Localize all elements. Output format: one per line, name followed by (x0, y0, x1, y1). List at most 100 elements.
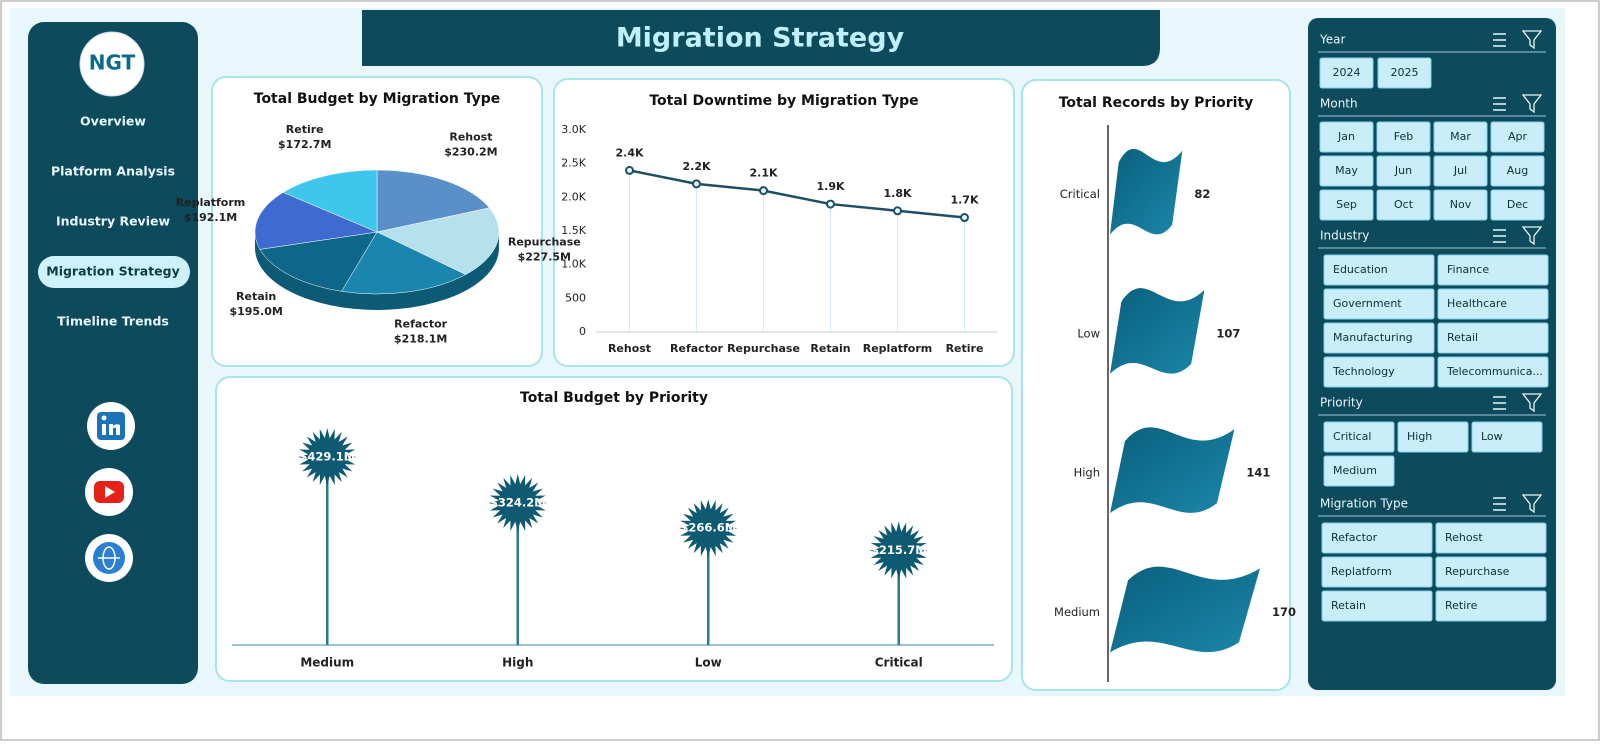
slicer-button[interactable] (1433, 121, 1488, 153)
clear-filter-icon[interactable] (1521, 494, 1543, 514)
slicer-button[interactable] (1319, 121, 1374, 153)
line-marker (759, 186, 768, 196)
slicer-button[interactable] (1323, 455, 1395, 487)
slicer-button[interactable] (1435, 522, 1547, 554)
slicer-button[interactable] (1437, 356, 1549, 388)
icon-part (102, 424, 106, 435)
lollipop-head (298, 428, 357, 486)
slicer-button[interactable] (1323, 356, 1435, 388)
icon-part (101, 415, 107, 421)
clear-filter-icon[interactable] (1521, 94, 1543, 114)
slicer-item[interactable]: Retain (1331, 599, 1366, 612)
pie-label-category: Replatform (176, 196, 246, 209)
data-label: $429.1M (299, 450, 355, 464)
y-tick-label: Critical (1060, 187, 1100, 201)
pie-label-value: $230.2M (444, 145, 497, 158)
clear-filter-icon[interactable] (1521, 30, 1543, 50)
nav-item[interactable]: Timeline Trends (57, 314, 169, 329)
slicer-item[interactable]: Refactor (1331, 531, 1378, 544)
line-marker (893, 206, 902, 216)
pie-label-category: Refactor (394, 318, 447, 331)
slicer-item[interactable]: Rehost (1445, 531, 1483, 544)
nav-item[interactable]: Industry Review (56, 214, 170, 229)
slicer-item[interactable]: Finance (1447, 263, 1489, 276)
slicer-item[interactable]: Critical (1333, 430, 1371, 443)
slicer-item[interactable]: Education (1333, 263, 1388, 276)
slicer-item[interactable]: Retire (1445, 599, 1478, 612)
slicer-button[interactable] (1490, 121, 1545, 153)
slicer-item[interactable]: Jun (1394, 164, 1412, 177)
slicer-item[interactable]: Retail (1447, 331, 1478, 344)
data-label: 1.9K (816, 180, 844, 193)
slicer-item[interactable]: Low (1481, 430, 1503, 443)
slicer-button[interactable] (1377, 57, 1432, 89)
clear-filter-icon[interactable] (1521, 393, 1543, 413)
slicer-item[interactable]: Replatform (1331, 565, 1392, 578)
slicer-item[interactable]: Repurchase (1445, 565, 1510, 578)
slicer-item[interactable]: Jul (1453, 164, 1467, 177)
slicer-button[interactable] (1323, 322, 1435, 354)
slicer-item[interactable]: Jan (1337, 130, 1355, 143)
slicer-button[interactable] (1437, 288, 1549, 320)
slicer-item[interactable]: Oct (1394, 198, 1414, 211)
nav-item[interactable]: Migration Strategy (46, 264, 180, 279)
slicer-button[interactable] (1321, 556, 1433, 588)
slicer-button[interactable] (1323, 421, 1395, 453)
slicer-item[interactable]: Telecommunica... (1446, 365, 1543, 378)
slicer-item[interactable]: Government (1333, 297, 1402, 310)
x-tick-label: Retire (946, 342, 984, 355)
x-tick-label: Repurchase (727, 342, 800, 355)
pie-label-value: $192.1M (184, 211, 237, 224)
chart-title: Total Downtime by Migration Type (649, 93, 918, 109)
slicer-item[interactable]: Apr (1508, 130, 1528, 143)
slicer-button[interactable] (1376, 121, 1431, 153)
slicer-button[interactable] (1435, 556, 1547, 588)
slicer-item[interactable]: Aug (1507, 164, 1528, 177)
slicer-button[interactable] (1376, 189, 1431, 221)
slicer-button[interactable] (1376, 155, 1431, 187)
slicer-button[interactable] (1321, 522, 1433, 554)
slicer-item[interactable]: Manufacturing (1333, 331, 1413, 344)
slicer-button[interactable] (1319, 189, 1374, 221)
pie-label: Replatform $192.1M (176, 196, 246, 224)
slicer-item[interactable]: Medium (1333, 464, 1377, 477)
slicer-button[interactable] (1397, 421, 1469, 453)
slicer-item[interactable]: 2024 (1333, 66, 1361, 79)
clear-filter-icon[interactable] (1521, 226, 1543, 246)
slicer-button[interactable] (1490, 189, 1545, 221)
logo (79, 31, 145, 97)
slicer-item[interactable]: Nov (1450, 198, 1472, 211)
slicer-item[interactable]: Sep (1336, 198, 1357, 211)
slicer-button[interactable] (1319, 57, 1374, 89)
x-tick-label: Critical (875, 656, 923, 670)
slicer-item[interactable]: Healthcare (1447, 297, 1507, 310)
slicer-button[interactable] (1433, 189, 1488, 221)
slicer-button[interactable] (1319, 155, 1374, 187)
slicer-item[interactable]: Dec (1507, 198, 1528, 211)
slicer-button[interactable] (1323, 254, 1435, 286)
slicer-button[interactable] (1437, 254, 1549, 286)
slicer-button[interactable] (1490, 155, 1545, 187)
slicer-item[interactable]: High (1407, 430, 1432, 443)
nav-item[interactable]: Platform Analysis (51, 164, 175, 179)
lollipop-head (488, 473, 547, 532)
slicer-button[interactable] (1321, 590, 1433, 622)
slicer-item[interactable]: May (1335, 164, 1358, 177)
slicer-item[interactable]: Mar (1450, 130, 1471, 143)
slicer-button[interactable] (1437, 322, 1549, 354)
nav-active[interactable] (38, 256, 190, 288)
chart-title: Total Records by Priority (1059, 95, 1254, 111)
slicer-button[interactable] (1323, 288, 1435, 320)
pie-label: Repurchase $227.5M (508, 235, 581, 263)
slicer-item[interactable]: Feb (1394, 130, 1413, 143)
data-label: $324.2M (490, 495, 546, 509)
slicer-title: Month (1320, 97, 1358, 111)
slicer-item[interactable]: Technology (1332, 365, 1395, 378)
slicer-button[interactable] (1433, 155, 1488, 187)
slicer-button[interactable] (1435, 590, 1547, 622)
slicer-item[interactable]: 2025 (1391, 66, 1419, 79)
y-tick-label: 3.0K (561, 123, 586, 136)
slicer-button[interactable] (1471, 421, 1543, 453)
icon-part (109, 424, 120, 435)
nav-item[interactable]: Overview (80, 114, 146, 129)
